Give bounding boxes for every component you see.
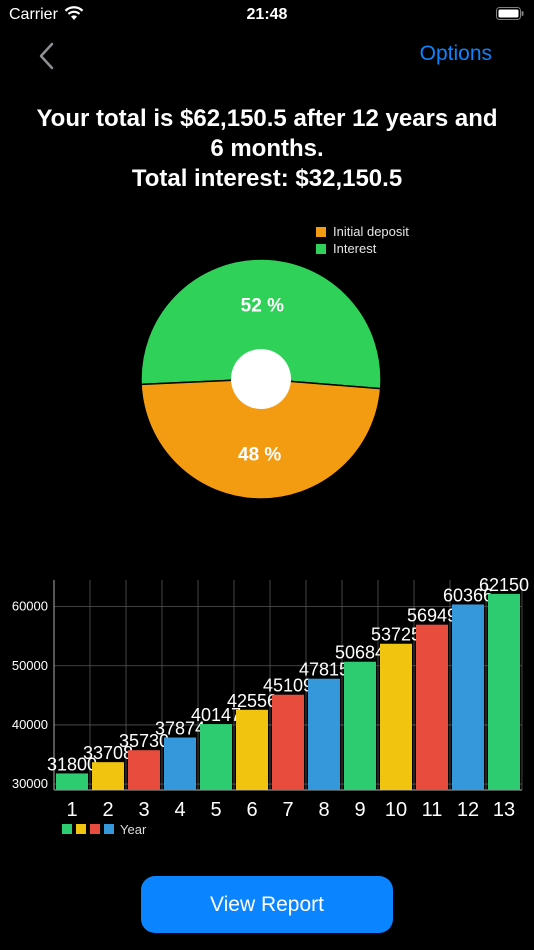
bar-year-7 xyxy=(272,694,304,790)
bar-value-label: 45109 xyxy=(263,676,313,696)
legend-swatch xyxy=(90,824,100,834)
bar-value-label: 40147 xyxy=(191,705,241,725)
pie-slice-initial-deposit xyxy=(140,378,382,500)
pie-center-hole xyxy=(231,349,291,409)
bar-year-10 xyxy=(380,643,412,790)
summary-line-3: Total interest: $32,150.5 xyxy=(131,165,403,192)
bar-year-4 xyxy=(164,737,196,790)
bar-value-label: 62150 xyxy=(479,575,529,595)
legend-item-initial-deposit: Initial deposit xyxy=(316,223,409,240)
x-tick-label: 4 xyxy=(174,799,185,821)
bar-value-label: 60366 xyxy=(443,585,493,605)
y-tick-label: 40000 xyxy=(12,717,48,732)
chevron-left-icon[interactable] xyxy=(34,40,62,72)
clock: 21:48 xyxy=(246,6,288,23)
summary-line-1: Your total is $62,150.5 after 12 years a… xyxy=(36,105,498,132)
pie-legend: Initial deposit Interest xyxy=(316,223,409,257)
carrier-label: Carrier xyxy=(9,6,58,23)
summary-text: Your total is $62,150.5 after 12 years a… xyxy=(0,104,534,194)
bar-value-label: 53725 xyxy=(371,625,421,645)
options-button[interactable]: Options xyxy=(419,42,492,65)
summary-line-2: 6 months. xyxy=(210,135,324,162)
pie-slice-label: 52 % xyxy=(241,296,284,317)
legend-label: Interest xyxy=(333,241,377,256)
y-tick-label: 50000 xyxy=(12,658,48,673)
view-report-button[interactable]: View Report xyxy=(141,876,393,933)
status-bar: Carrier 21:48 xyxy=(0,0,534,30)
bar-value-label: 56949 xyxy=(407,606,457,626)
bar-value-label: 50684 xyxy=(335,643,385,663)
x-tick-label: 8 xyxy=(318,799,329,821)
bar-year-12 xyxy=(452,604,484,790)
bar-year-6 xyxy=(236,709,268,790)
x-tick-label: 5 xyxy=(210,799,221,821)
bar-year-13 xyxy=(488,593,520,790)
bar-year-3 xyxy=(128,750,160,790)
legend-item-interest: Interest xyxy=(316,240,409,257)
pie-chart: 52 % 48 % xyxy=(140,258,382,500)
bar-value-label: 42556 xyxy=(227,691,277,711)
x-tick-label: 12 xyxy=(457,799,479,821)
bar-value-label: 47815 xyxy=(299,660,349,680)
battery-icon xyxy=(496,7,524,20)
x-tick-label: 11 xyxy=(422,799,443,821)
bar-year-5 xyxy=(200,724,232,790)
x-tick-label: 3 xyxy=(138,799,149,821)
x-tick-label: 13 xyxy=(493,799,515,821)
legend-swatch xyxy=(62,824,72,834)
bar-value-label: 35730 xyxy=(119,731,169,751)
wifi-icon xyxy=(64,6,84,20)
legend-swatch xyxy=(76,824,86,834)
pie-slice-label: 48 % xyxy=(238,444,281,465)
bar-year-11 xyxy=(416,624,448,790)
x-tick-label: 10 xyxy=(385,799,407,821)
legend-label: Initial deposit xyxy=(333,224,409,239)
x-tick-label: 2 xyxy=(102,799,113,821)
y-tick-label: 60000 xyxy=(12,599,48,614)
bar-year-1 xyxy=(56,773,88,790)
bar-legend-label: Year xyxy=(120,822,147,837)
navigation-bar: Options xyxy=(0,36,534,76)
bar-year-9 xyxy=(344,661,376,790)
y-tick-label: 30000 xyxy=(12,776,48,791)
bar-value-label: 37874 xyxy=(155,719,205,739)
bar-value-label: 31800 xyxy=(47,754,97,774)
pie-slice-interest xyxy=(140,258,382,390)
legend-swatch xyxy=(316,243,326,254)
x-tick-label: 1 xyxy=(66,799,77,821)
bar-year-2 xyxy=(92,762,124,790)
bar-chart: 30000 40000 50000 60000 31800 1 33708 2 35730 3 37… xyxy=(12,575,529,837)
bar-value-label: 33708 xyxy=(83,743,133,763)
x-tick-label: 9 xyxy=(354,799,365,821)
legend-swatch xyxy=(104,824,114,834)
legend-swatch xyxy=(316,226,326,237)
bar-year-8 xyxy=(308,678,340,790)
x-tick-label: 7 xyxy=(282,799,293,821)
x-tick-label: 6 xyxy=(246,799,257,821)
